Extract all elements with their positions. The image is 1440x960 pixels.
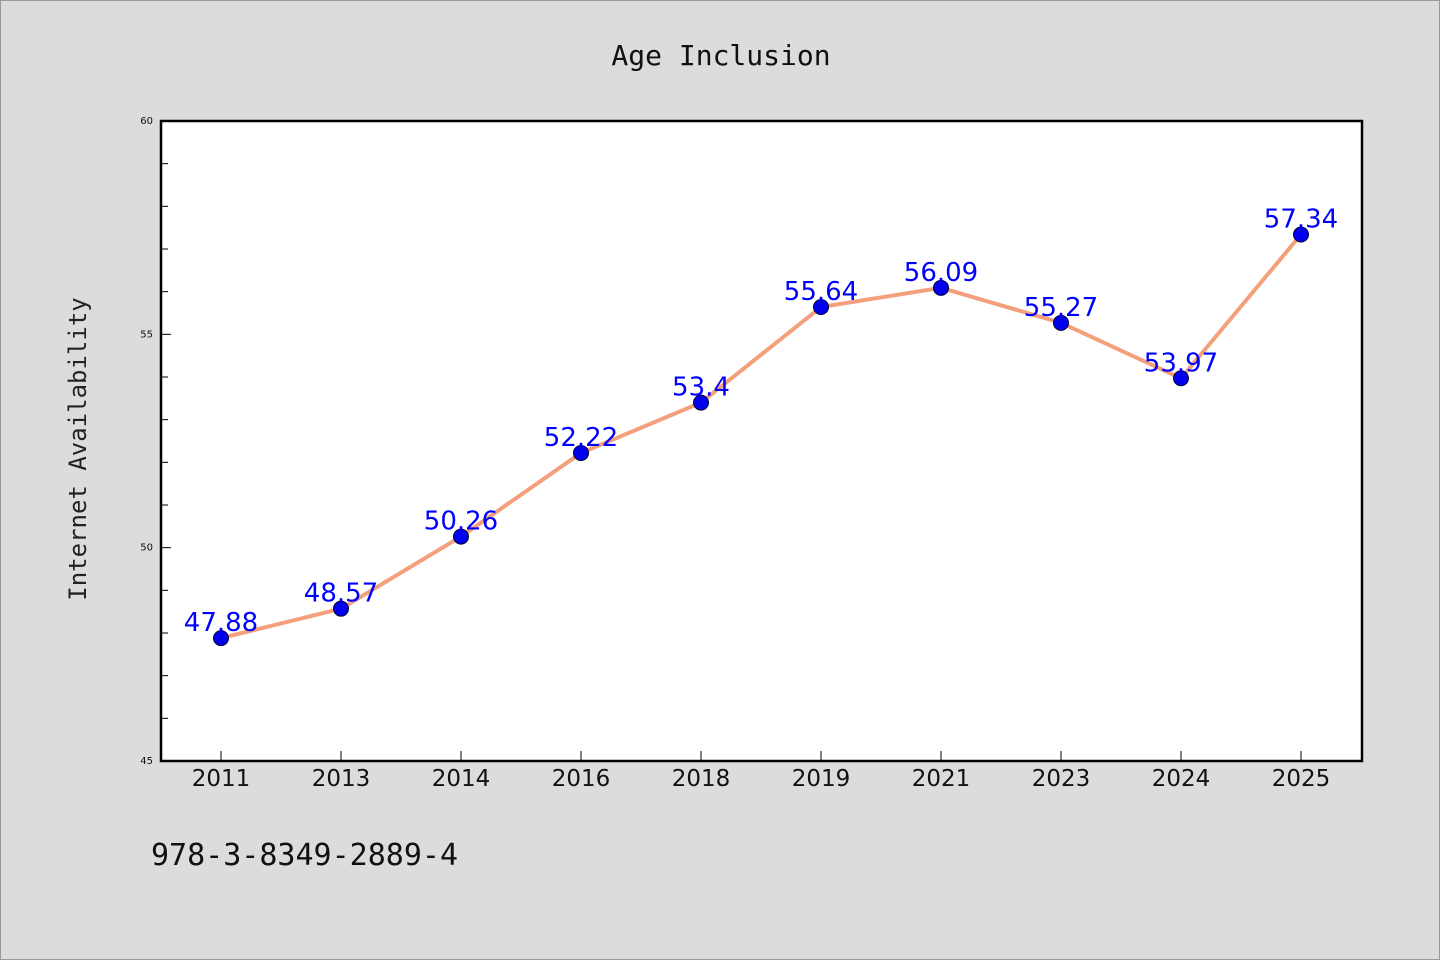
data-label-layer: 47.88 48.57 50.26 52.22 53.4 55.64 56.09 55.27 5…	[184, 204, 1338, 638]
data-label: 50.26	[424, 507, 498, 537]
series-line	[219, 232, 1303, 641]
x-tick-label: 2018	[672, 766, 731, 792]
data-point	[1293, 226, 1309, 243]
data-point	[453, 528, 469, 545]
y-tick-label: 45	[140, 756, 153, 767]
x-tick-label: 2019	[792, 766, 851, 792]
series-layer	[213, 226, 1309, 647]
data-point	[1053, 314, 1069, 331]
data-label: 56.09	[904, 258, 978, 288]
data-label: 53.4	[672, 373, 730, 403]
x-tick-label: 2013	[312, 766, 371, 792]
x-tick-label: 2011	[192, 766, 251, 792]
data-point	[1173, 370, 1189, 387]
data-label: 52.22	[544, 423, 618, 453]
x-tick-label: 2024	[1152, 766, 1211, 792]
chart-title: Age Inclusion	[611, 39, 830, 72]
x-tick-label: 2021	[912, 766, 971, 792]
data-label: 48.57	[304, 579, 378, 609]
y-tick-label: 60	[140, 116, 153, 127]
data-point	[933, 279, 949, 296]
data-point	[693, 394, 709, 411]
data-point	[573, 444, 589, 461]
data-label: 47.88	[184, 608, 258, 638]
data-label: 55.64	[784, 277, 858, 307]
data-label: 55.27	[1024, 293, 1098, 323]
data-label: 53.97	[1144, 348, 1218, 378]
x-tick-label: 2014	[432, 766, 491, 792]
y-tick-label: 55	[140, 329, 153, 340]
data-point	[333, 600, 349, 617]
data-point	[213, 630, 229, 647]
data-point	[813, 299, 829, 316]
y-tick-label: 50	[140, 543, 153, 554]
footer-isbn: 978-3-8349-2889-4	[151, 838, 458, 873]
data-label: 57.34	[1264, 204, 1338, 234]
plot-area	[159, 119, 1364, 763]
x-tick-label: 2016	[552, 766, 611, 792]
x-axis: 2011 2013 2014 2016 2018 2019 2021 2023 2024 2025	[192, 751, 1331, 792]
y-axis-label: Internet Availability	[64, 297, 92, 600]
x-tick-label: 2025	[1272, 766, 1331, 792]
x-tick-label: 2023	[1032, 766, 1091, 792]
y-axis: 45 50 55 60	[140, 116, 171, 767]
